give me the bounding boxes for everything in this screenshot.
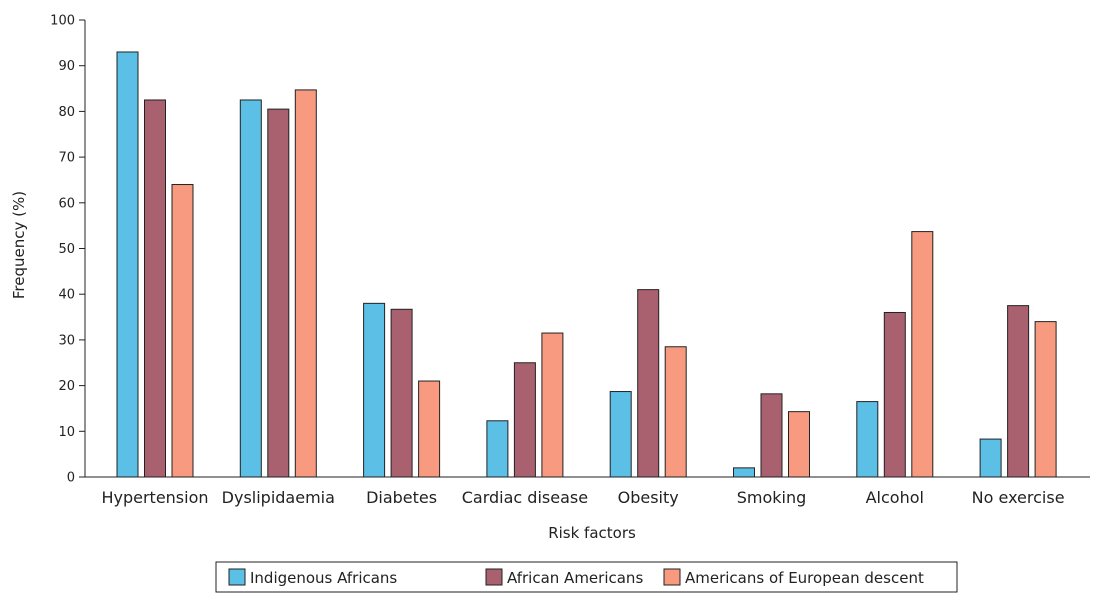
x-tick-label: Smoking <box>737 488 807 507</box>
bar-7-0 <box>979 438 1002 478</box>
bar-1-2 <box>294 89 317 478</box>
bar-2-1 <box>390 308 413 478</box>
x-tick-label: Obesity <box>618 488 679 507</box>
bar-5-2 <box>788 411 810 478</box>
bar-4-0 <box>609 391 632 478</box>
bar-5-1 <box>760 393 783 478</box>
x-axis: Hypertension Dyslipidaemia Diabetes Cardiac… <box>85 476 1090 507</box>
bar-4-1 <box>637 289 660 478</box>
y-tick-label: 100 <box>50 14 75 29</box>
bar-7-2 <box>1034 321 1057 478</box>
legend-swatch <box>228 568 246 586</box>
legend-swatch <box>663 568 681 586</box>
y-tick-label: 60 <box>58 196 75 211</box>
y-axis-title: Frequency (%) <box>10 191 28 299</box>
x-tick-label: Hypertension <box>101 488 208 507</box>
legend-box <box>215 561 958 593</box>
legend-label: Indigenous Africans <box>250 569 397 587</box>
bar-5-0 <box>733 467 755 478</box>
bar-0-1 <box>144 99 166 478</box>
y-tick-label: 40 <box>58 288 75 303</box>
x-axis-title: Risk factors <box>548 524 636 542</box>
y-axis: 0 10 20 30 40 50 60 70 80 90 100 <box>50 14 86 486</box>
bar-3-1 <box>513 362 536 478</box>
bar-6-1 <box>883 311 906 478</box>
bar-1-0 <box>239 99 262 478</box>
bar-2-2 <box>418 380 441 478</box>
bar-3-2 <box>541 332 564 478</box>
bar-6-0 <box>856 401 879 478</box>
y-tick-label: 70 <box>58 151 75 166</box>
bars <box>116 51 1057 478</box>
legend-label: African Americans <box>507 569 643 587</box>
bar-0-2 <box>171 184 194 478</box>
x-tick-label: Dyslipidaemia <box>222 488 335 507</box>
x-tick-label: No exercise <box>972 488 1065 507</box>
legend: Indigenous Africans African Americans Amer… <box>215 561 958 593</box>
bar-1-1 <box>267 108 290 478</box>
bar-3-0 <box>486 420 509 478</box>
x-tick-label: Alcohol <box>866 488 924 507</box>
y-tick-label: 10 <box>58 425 75 440</box>
x-tick-label: Diabetes <box>366 488 437 507</box>
y-tick-label: 90 <box>58 59 75 74</box>
bar-4-2 <box>664 346 687 478</box>
bar-6-2 <box>911 231 934 478</box>
y-tick-label: 80 <box>58 105 75 120</box>
x-tick-label: Cardiac disease <box>462 488 588 507</box>
bar-0-0 <box>116 51 139 478</box>
y-tick-label: 30 <box>58 333 75 348</box>
legend-label: Americans of European descent <box>685 569 924 587</box>
y-tick-label: 20 <box>58 379 75 394</box>
bar-2-0 <box>363 302 386 478</box>
bar-7-1 <box>1007 305 1030 478</box>
y-tick-label: 50 <box>58 242 75 257</box>
y-tick-label: 0 <box>67 471 75 486</box>
legend-swatch <box>485 568 503 586</box>
